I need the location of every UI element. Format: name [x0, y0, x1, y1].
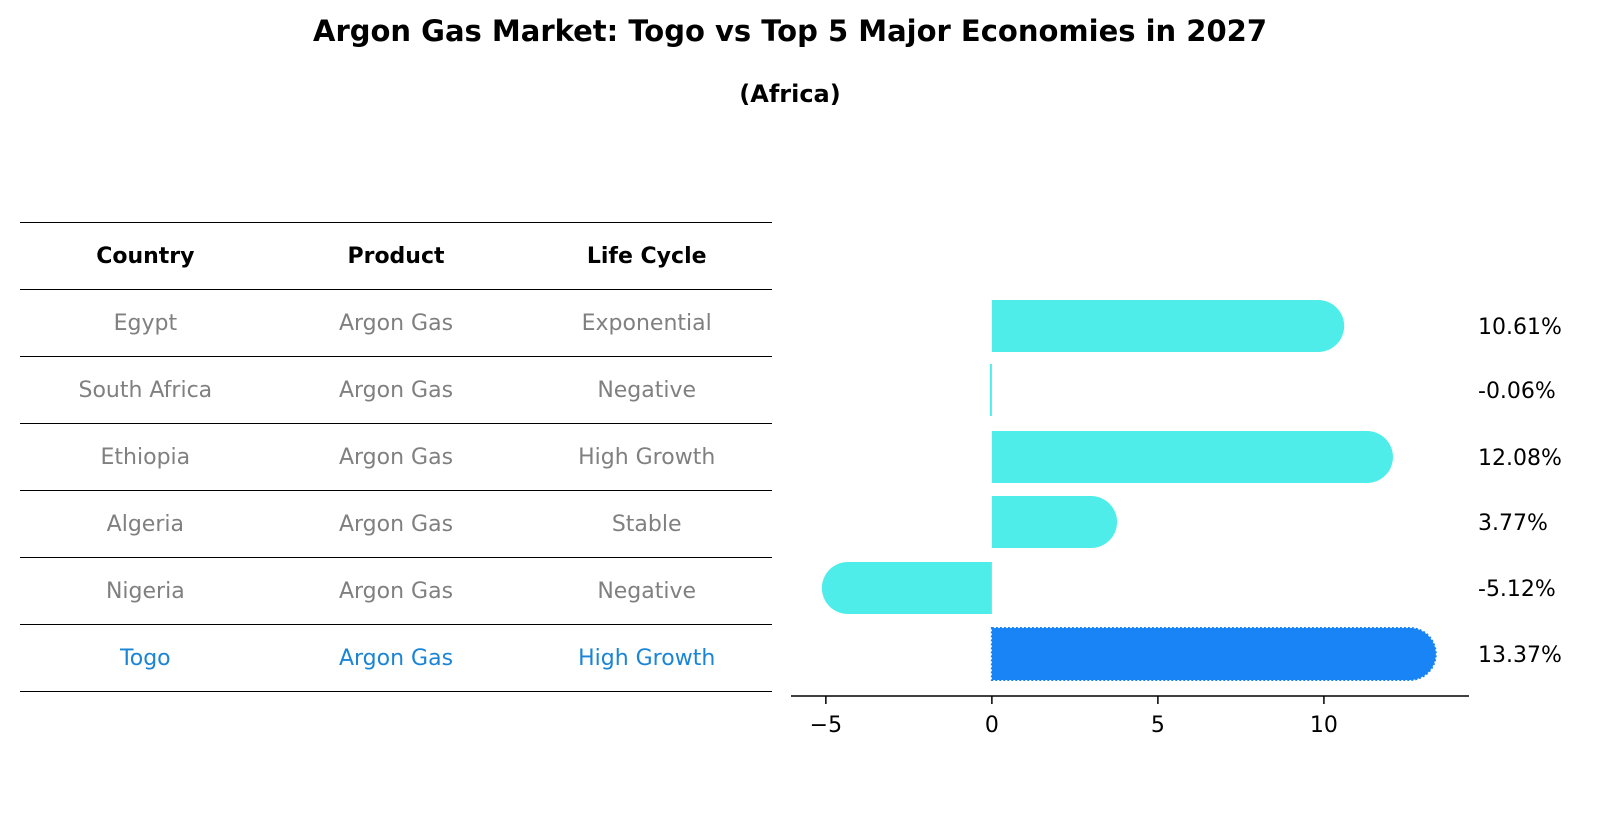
- header-country: Country: [96, 243, 195, 269]
- country-cell: Algeria: [106, 511, 184, 537]
- data-table: Country Product Life Cycle Egypt Argon G…: [20, 222, 772, 692]
- life-cycle-cell: Negative: [597, 377, 697, 403]
- x-tick-label: 0: [985, 713, 999, 738]
- product-cell: Argon Gas: [338, 645, 454, 671]
- table-row: Egypt Argon Gas Exponential: [20, 290, 772, 357]
- table-row: Ethiopia Argon Gas High Growth: [20, 424, 772, 491]
- table-row: Nigeria Argon Gas Negative: [20, 558, 772, 625]
- bar-togo: [990, 627, 1437, 681]
- bar-south-africa: [989, 364, 992, 416]
- bar-algeria: [991, 496, 1118, 548]
- table-header-row: Country Product Life Cycle: [20, 222, 772, 290]
- life-cycle-cell: High Growth: [578, 444, 716, 470]
- bar-nigeria: [821, 562, 992, 614]
- product-cell: Argon Gas: [338, 444, 454, 470]
- value-label: 3.77%: [1478, 511, 1548, 536]
- country-cell: South Africa: [78, 377, 213, 403]
- chart-title: Argon Gas Market: Togo vs Top 5 Major Ec…: [313, 14, 1267, 48]
- product-cell: Argon Gas: [338, 377, 454, 403]
- value-label: -0.06%: [1478, 379, 1556, 404]
- table-row: Algeria Argon Gas Stable: [20, 491, 772, 558]
- value-label: 12.08%: [1478, 446, 1562, 471]
- country-cell: Togo: [120, 645, 171, 671]
- country-cell: Egypt: [113, 310, 178, 336]
- bar-ethiopia: [991, 431, 1393, 483]
- life-cycle-cell: Exponential: [581, 310, 712, 336]
- life-cycle-cell: Negative: [597, 578, 697, 604]
- header-life-cycle: Life Cycle: [586, 243, 707, 269]
- bar-egypt: [991, 300, 1345, 352]
- table-row: South Africa Argon Gas Negative: [20, 357, 772, 424]
- value-label: 10.61%: [1478, 315, 1562, 340]
- header-product: Product: [347, 243, 445, 269]
- value-label: 13.37%: [1478, 643, 1562, 668]
- country-cell: Ethiopia: [100, 444, 191, 470]
- table-row: Togo Argon Gas High Growth: [20, 625, 772, 692]
- product-cell: Argon Gas: [338, 578, 454, 604]
- life-cycle-cell: High Growth: [578, 645, 716, 671]
- product-cell: Argon Gas: [338, 511, 454, 537]
- chart-subtitle: (Africa): [739, 80, 841, 108]
- x-tick-label: −5: [810, 713, 842, 738]
- value-label: -5.12%: [1478, 577, 1556, 602]
- product-cell: Argon Gas: [338, 310, 454, 336]
- life-cycle-cell: Stable: [611, 511, 682, 537]
- x-tick-label: 10: [1310, 713, 1338, 738]
- country-cell: Nigeria: [105, 578, 185, 604]
- x-tick-label: 5: [1151, 713, 1165, 738]
